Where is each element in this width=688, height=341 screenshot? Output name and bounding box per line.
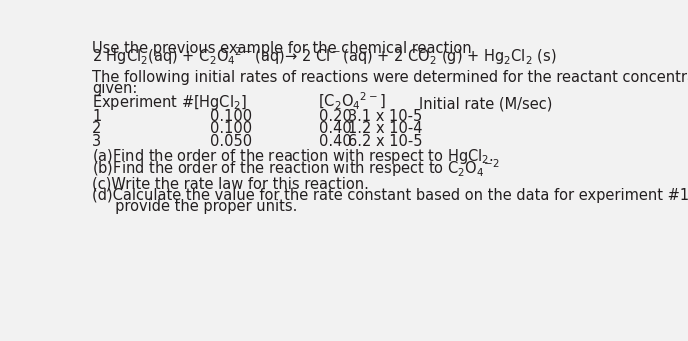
Text: 3: 3 — [92, 134, 101, 149]
Text: provide the proper units.: provide the proper units. — [92, 199, 298, 214]
Text: 0.20: 0.20 — [319, 109, 352, 124]
Text: 0.40: 0.40 — [319, 121, 352, 136]
Text: Experiment #[HgCl$_2$]: Experiment #[HgCl$_2$] — [92, 93, 247, 112]
Text: (b)Find the order of the reaction with respect to C$_2$O$_4$$^{-2}$: (b)Find the order of the reaction with r… — [92, 157, 499, 179]
Text: 0.050: 0.050 — [210, 134, 252, 149]
Text: Use the previous example for the chemical reaction: Use the previous example for the chemica… — [92, 41, 472, 56]
Text: 6.2 x 10-5: 6.2 x 10-5 — [348, 134, 422, 149]
Text: The following initial rates of reactions were determined for the reactant concen: The following initial rates of reactions… — [92, 70, 688, 85]
Text: 2: 2 — [92, 121, 102, 136]
Text: 1.2 x 10-4: 1.2 x 10-4 — [348, 121, 422, 136]
Text: Initial rate (M/sec): Initial rate (M/sec) — [419, 97, 552, 112]
Text: 0.100: 0.100 — [210, 121, 252, 136]
Text: 2 HgCl$_2$(aq) + C$_2$O$_4$$^{2-}$(aq)→ 2 Cl$^-$(aq) + 2 CO$_2$ (g) + Hg$_2$Cl$_: 2 HgCl$_2$(aq) + C$_2$O$_4$$^{2-}$(aq)→ … — [92, 45, 557, 67]
Text: 0.40: 0.40 — [319, 134, 352, 149]
Text: 0.100: 0.100 — [210, 109, 252, 124]
Text: (c)Write the rate law for this reaction.: (c)Write the rate law for this reaction. — [92, 176, 369, 191]
Text: 3.1 x 10-5: 3.1 x 10-5 — [348, 109, 422, 124]
Text: (a)Find the order of the reaction with respect to HgCl$_2$.: (a)Find the order of the reaction with r… — [92, 147, 494, 166]
Text: given:: given: — [92, 81, 138, 97]
Text: [C$_2$O$_4$$^{2-}$]: [C$_2$O$_4$$^{2-}$] — [319, 91, 387, 112]
Text: 1: 1 — [92, 109, 101, 124]
Text: (d)Calculate the value for the rate constant based on the data for experiment #1: (d)Calculate the value for the rate cons… — [92, 188, 688, 203]
